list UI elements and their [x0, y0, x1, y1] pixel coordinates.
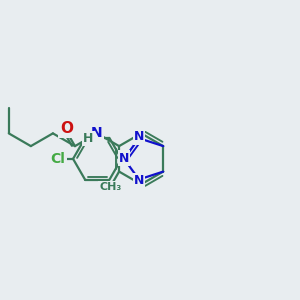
- Text: N: N: [134, 174, 144, 188]
- Text: Cl: Cl: [50, 152, 65, 166]
- Text: H: H: [83, 132, 94, 145]
- Text: N: N: [134, 130, 144, 143]
- Text: CH₃: CH₃: [99, 182, 121, 192]
- Text: N: N: [91, 126, 103, 140]
- Text: O: O: [60, 121, 73, 136]
- Text: N: N: [119, 152, 129, 165]
